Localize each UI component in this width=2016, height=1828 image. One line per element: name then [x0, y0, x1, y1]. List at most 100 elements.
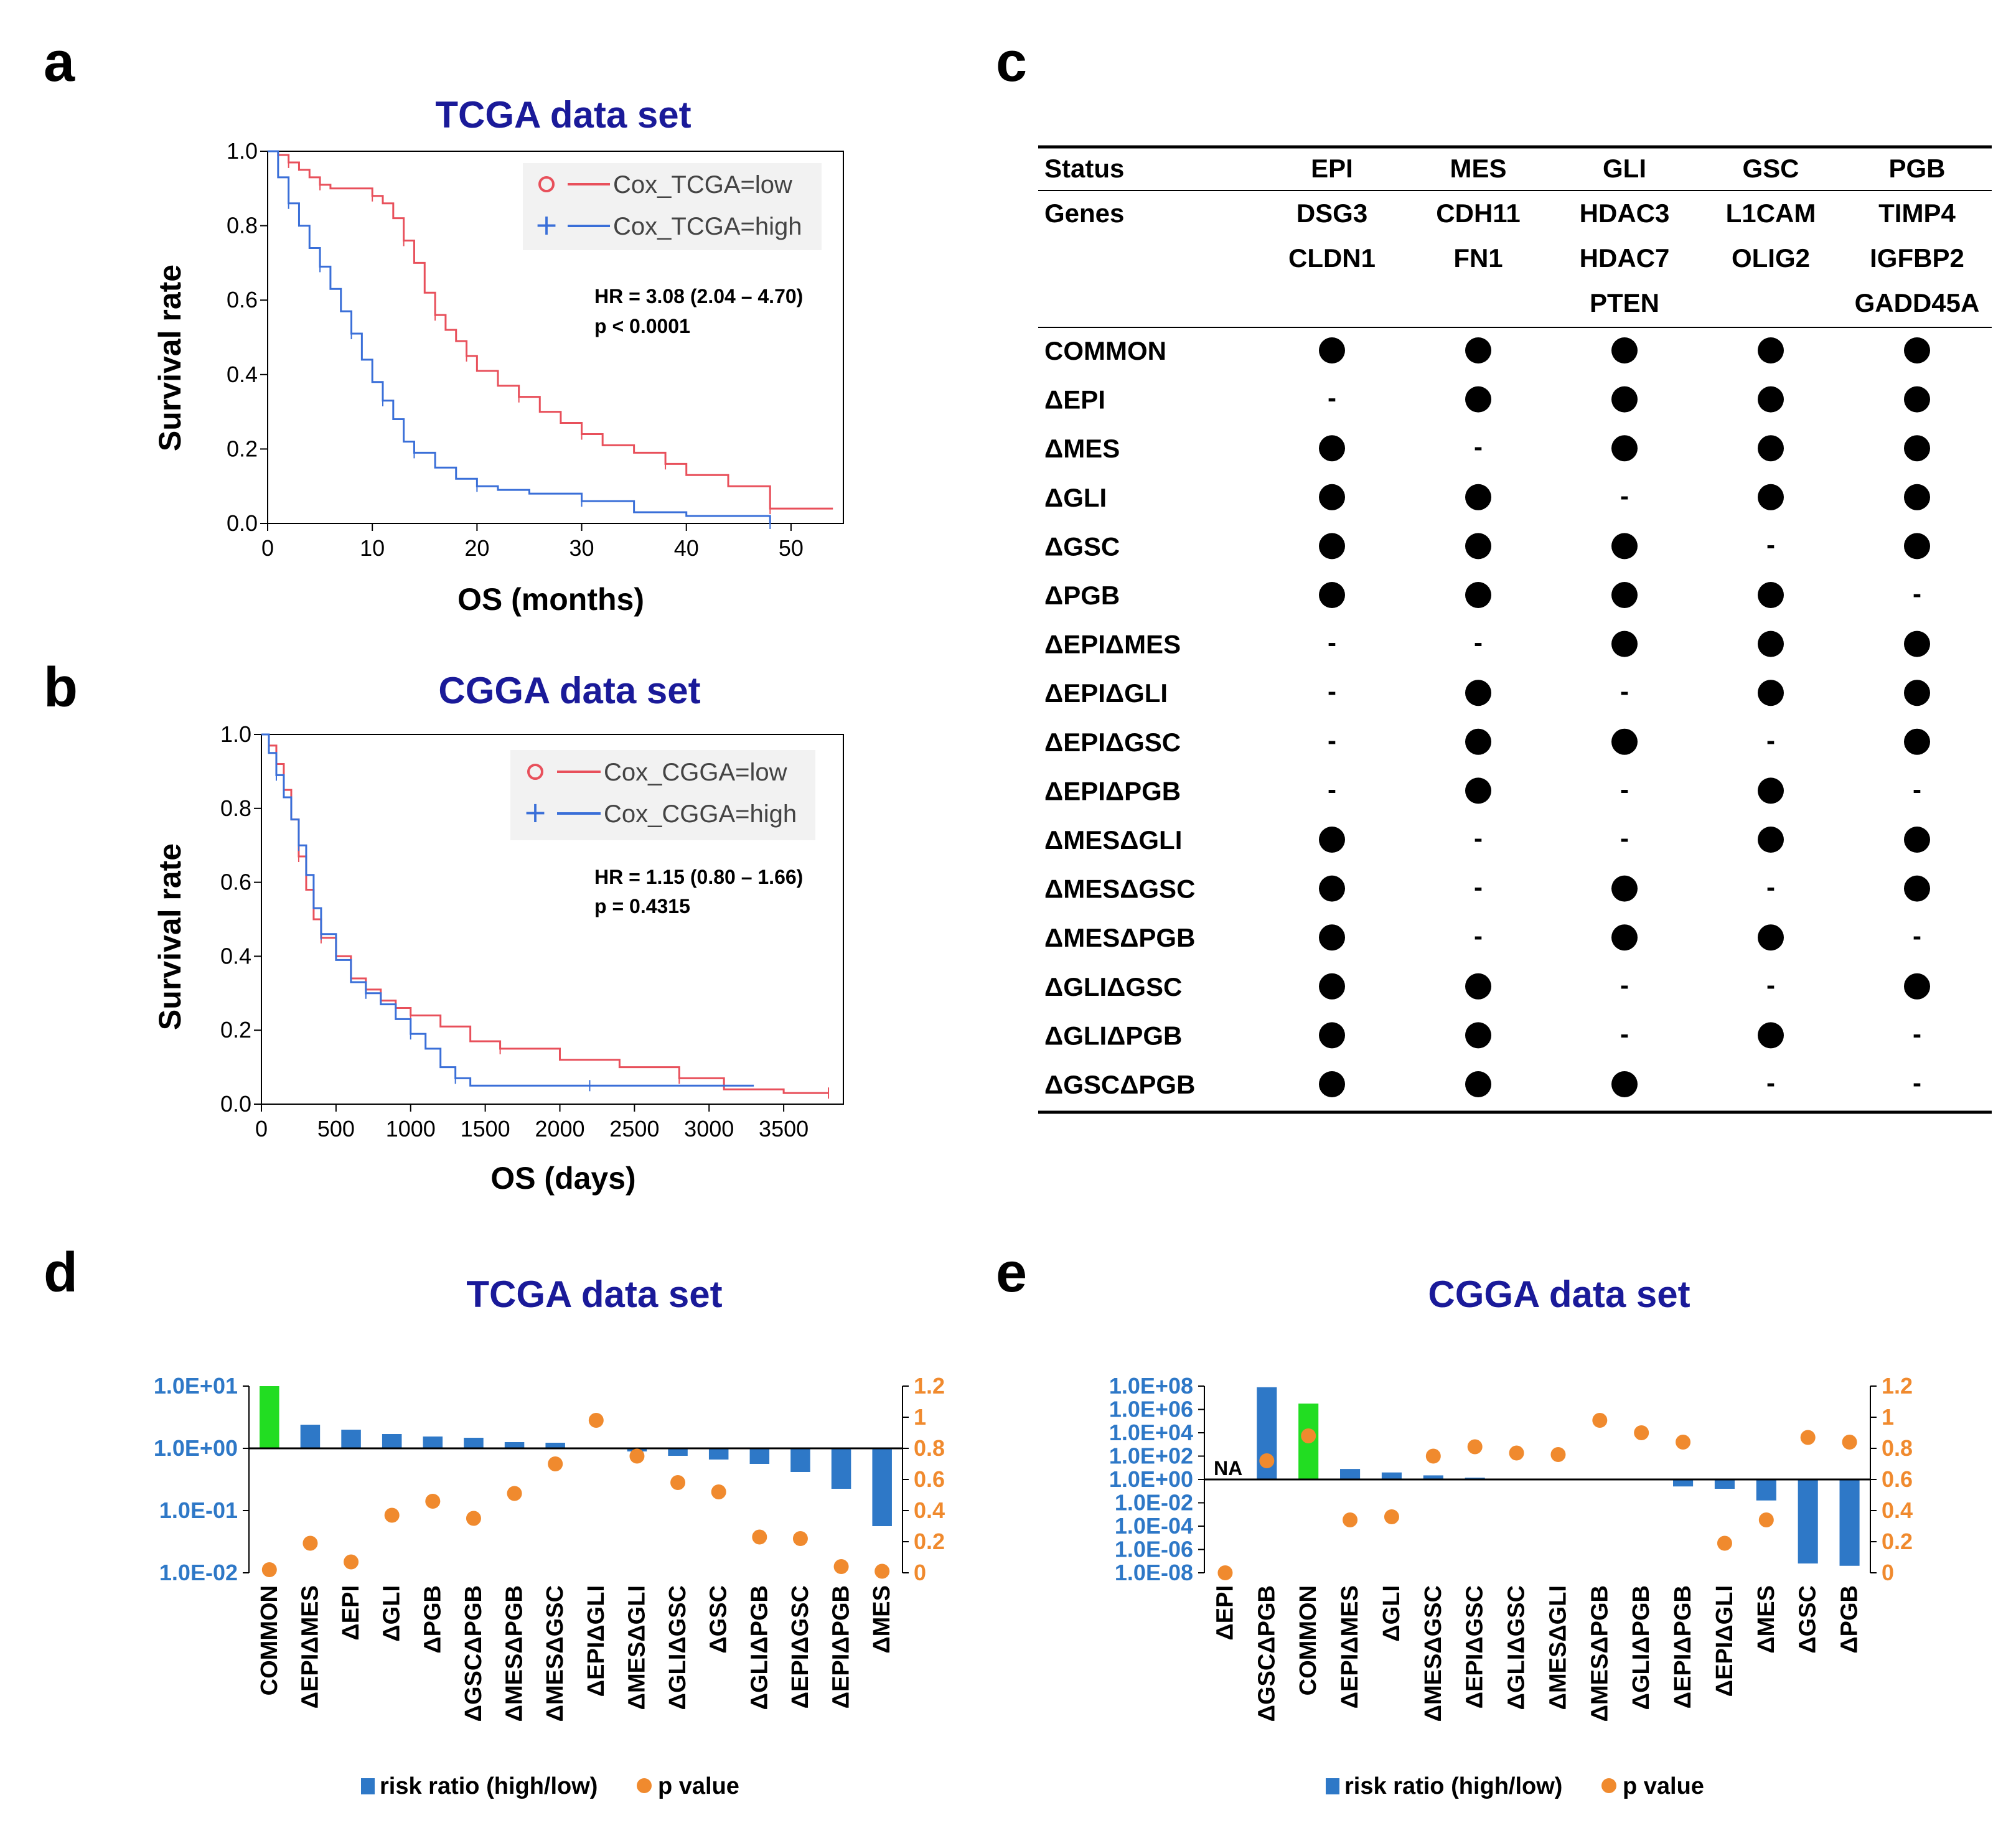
present-dot — [1758, 484, 1784, 510]
table-row-label: ΔEPI — [1044, 385, 1105, 415]
bar-risk-ratio — [872, 1448, 892, 1526]
left-tick-label: 1.0E+01 — [154, 1373, 238, 1399]
category-label: ΔEPIΔGSC — [787, 1585, 813, 1708]
absent-marker: - — [1474, 873, 1483, 902]
p-value-dot — [1800, 1430, 1816, 1445]
absent-marker: - — [1766, 530, 1775, 559]
present-dot — [1904, 973, 1930, 1000]
x-tick-label: 1500 — [461, 1116, 510, 1141]
p-value-dot — [1550, 1447, 1566, 1462]
present-dot — [1465, 680, 1491, 706]
table-row-label: ΔPGB — [1044, 581, 1120, 610]
p-value-dot — [711, 1484, 726, 1499]
bar-chart-cgga: CGGA data set NA risk ratio (high/low) p… — [1109, 1273, 1913, 1799]
legend-marker-high: + — [523, 795, 548, 829]
absent-marker: - — [1766, 726, 1775, 755]
legend-label-low: Cox_TCGA=low — [613, 171, 792, 199]
y-tick-label: 0.2 — [227, 436, 258, 461]
table-row-label: ΔGLI — [1044, 483, 1107, 512]
absent-marker: - — [1328, 726, 1336, 755]
present-dot — [1758, 827, 1784, 853]
absent-marker: - — [1328, 628, 1336, 657]
legend-marker-low — [538, 176, 555, 192]
gene-name: L1CAM — [1726, 199, 1816, 228]
p-value-dot — [466, 1511, 481, 1526]
x-tick-label: 30 — [570, 535, 594, 561]
table-row-label: ΔMES — [1044, 434, 1120, 463]
table-row-label: ΔMESΔGLI — [1044, 825, 1182, 855]
present-dot — [1319, 924, 1345, 951]
category-label: ΔGLI — [379, 1585, 405, 1642]
p-value-dot — [1842, 1435, 1857, 1450]
table-row-label: ΔMESΔPGB — [1044, 923, 1195, 952]
present-dot — [1611, 533, 1638, 560]
right-tick-label: 1.2 — [1882, 1373, 1913, 1399]
absent-marker: - — [1913, 1068, 1921, 1097]
p-value-dot — [752, 1529, 767, 1545]
gene-name: PTEN — [1590, 288, 1659, 317]
present-dot — [1611, 875, 1638, 902]
y-tick-label: 0.6 — [220, 869, 251, 895]
category-label: COMMON — [1295, 1585, 1321, 1695]
x-axis-label: OS (days) — [490, 1161, 635, 1196]
plot-frame — [267, 151, 844, 524]
y-tick-label: 1.0 — [227, 138, 258, 164]
absent-marker: - — [1474, 432, 1483, 461]
bar-risk-ratio — [1423, 1475, 1443, 1479]
gene-name: IGFBP2 — [1870, 243, 1964, 273]
right-tick-label: 1 — [1882, 1404, 1894, 1430]
p-value-dot — [507, 1486, 522, 1501]
bar-risk-ratio — [790, 1448, 810, 1472]
p-value-dot — [670, 1475, 686, 1490]
table-column-header: GLI — [1603, 154, 1646, 183]
legend-box — [510, 750, 815, 840]
p-value-text: p = 0.4315 — [594, 895, 690, 917]
x-tick-label: 1000 — [386, 1116, 436, 1141]
hazard-ratio: HR = 1.15 (0.80 – 1.66) — [594, 866, 803, 888]
bar-risk-ratio — [1798, 1479, 1818, 1563]
absent-marker: - — [1328, 383, 1336, 413]
absent-marker: - — [1766, 1068, 1775, 1097]
absent-marker: - — [1620, 774, 1629, 804]
gene-name: HDAC3 — [1580, 199, 1670, 228]
present-dot — [1465, 484, 1491, 510]
survival-curve-high — [268, 150, 771, 523]
y-tick-label: 0.6 — [227, 287, 258, 312]
left-tick-label: 1.0E-02 — [1115, 1490, 1193, 1516]
category-label: ΔMESΔGSC — [1420, 1585, 1446, 1722]
absent-marker: - — [1474, 628, 1483, 657]
legend-swatch-pvalue — [637, 1778, 652, 1793]
y-axis-label: Survival rate — [152, 265, 187, 451]
category-label: ΔGLIΔGSC — [1504, 1585, 1530, 1710]
x-tick-label: 10 — [360, 535, 385, 561]
y-tick-label: 1.0 — [220, 721, 251, 747]
absent-marker: - — [1913, 774, 1921, 804]
right-tick-label: 0.2 — [1882, 1529, 1913, 1554]
legend-label-pvalue: p value — [1623, 1773, 1704, 1799]
bar-risk-ratio — [749, 1448, 770, 1464]
left-tick-label: 1.0E+02 — [1109, 1443, 1193, 1469]
present-dot — [1904, 827, 1930, 853]
bar-risk-ratio — [1673, 1479, 1694, 1487]
present-dot — [1904, 337, 1930, 363]
y-tick-label: 0.0 — [220, 1091, 251, 1117]
right-tick-label: 0.6 — [914, 1466, 945, 1492]
left-tick-label: 1.0E+00 — [1109, 1466, 1193, 1492]
p-value-dot — [1717, 1535, 1732, 1551]
category-label: ΔGSC — [706, 1585, 732, 1654]
legend-label-pvalue: p value — [658, 1773, 739, 1799]
left-tick-label: 1.0E-08 — [1115, 1560, 1193, 1585]
bar-risk-ratio — [300, 1425, 321, 1448]
bar-risk-ratio — [423, 1437, 443, 1448]
category-label: ΔGSCΔPGB — [461, 1585, 487, 1722]
absent-marker: - — [1328, 774, 1336, 804]
p-value-dot — [1343, 1512, 1358, 1527]
legend-box — [523, 163, 822, 250]
present-dot — [1319, 533, 1345, 560]
category-label: ΔMESΔPGB — [1587, 1585, 1613, 1722]
legend-label-low: Cox_CGGA=low — [604, 759, 787, 786]
x-tick-label: 0 — [261, 535, 274, 561]
present-dot — [1904, 728, 1930, 755]
right-tick-label: 0.4 — [914, 1498, 945, 1523]
